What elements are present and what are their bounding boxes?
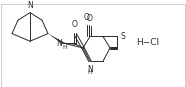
Text: H: H — [63, 45, 67, 50]
Text: H: H — [88, 70, 92, 75]
Text: O: O — [84, 13, 90, 22]
Text: O: O — [72, 20, 78, 29]
Text: O: O — [87, 14, 93, 23]
Text: N: N — [56, 39, 62, 48]
Text: S: S — [121, 32, 126, 41]
Polygon shape — [48, 34, 64, 44]
Bar — [1, 4, 185, 87]
Text: N: N — [87, 65, 93, 74]
Text: N: N — [27, 1, 33, 10]
Text: H−Cl: H−Cl — [137, 38, 160, 47]
